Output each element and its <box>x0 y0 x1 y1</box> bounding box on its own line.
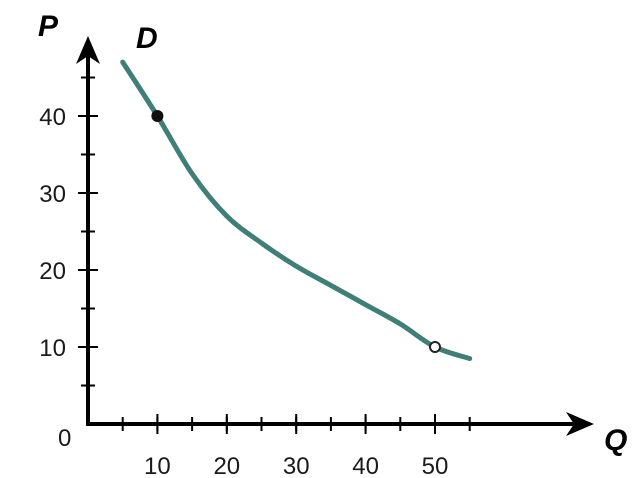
x-axis-arrow <box>566 412 594 436</box>
y-axis-title: P <box>38 10 59 43</box>
y-tick-group: 10 20 30 40 <box>39 104 98 362</box>
y-tick-label: 40 <box>39 104 66 131</box>
marked-point-filled <box>151 110 164 122</box>
x-tick-label: 30 <box>283 453 310 478</box>
marked-points <box>151 110 441 353</box>
curve-label: D <box>136 22 158 55</box>
x-tick-group: 10 20 30 40 50 <box>144 414 448 478</box>
origin-label: 0 <box>58 425 71 452</box>
x-tick-label: 20 <box>213 453 240 478</box>
y-axis-arrow <box>76 36 100 64</box>
marked-point-open <box>429 341 441 353</box>
x-tick-label: 40 <box>352 453 379 478</box>
y-tick-label: 30 <box>39 181 66 208</box>
x-tick-label: 50 <box>422 453 449 478</box>
demand-curve <box>120 59 473 362</box>
x-axis-title: Q <box>604 424 627 457</box>
y-tick-label: 20 <box>39 258 66 285</box>
x-tick-label: 10 <box>144 453 171 478</box>
y-tick-label: 10 <box>39 335 66 362</box>
